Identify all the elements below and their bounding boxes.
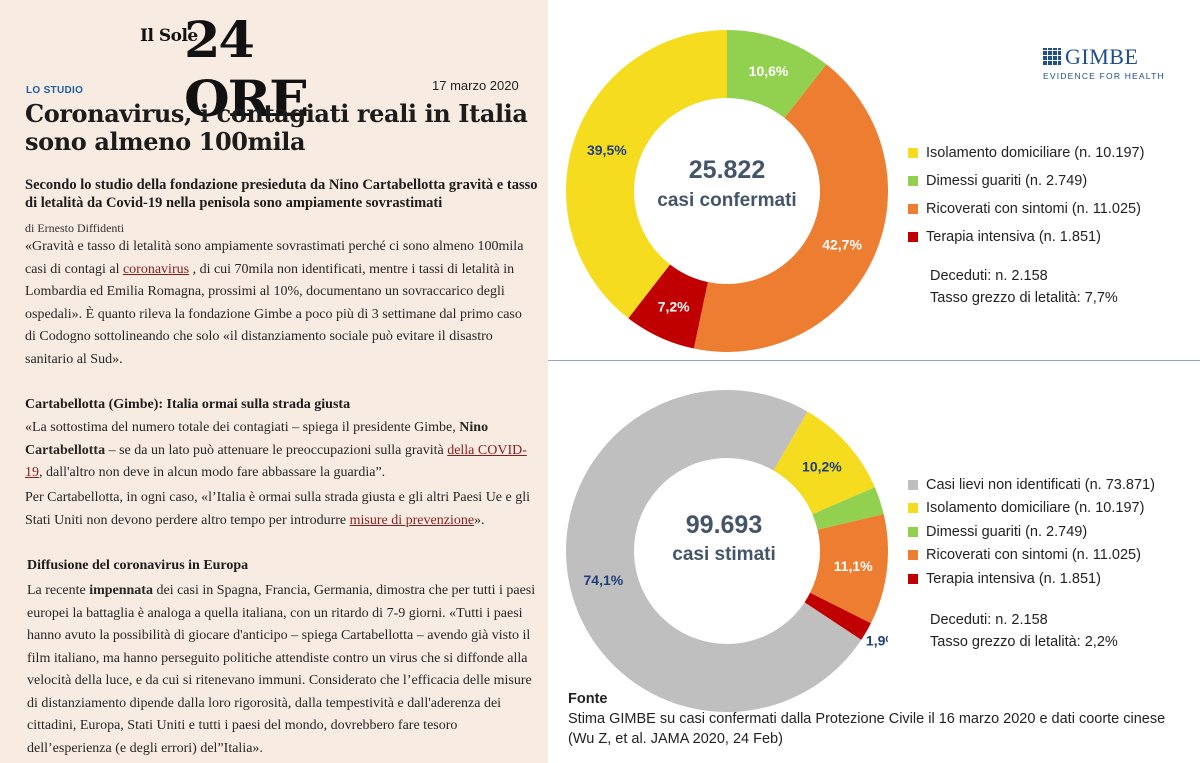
- legend-swatch: [908, 176, 918, 186]
- masthead-brand: 24 ORE: [184, 10, 309, 128]
- legend-label: Dimessi guariti (n. 2.749): [926, 173, 1088, 189]
- article-paragraph-2: «La sottostima del numero totale dei con…: [25, 420, 527, 481]
- article-subtitle: Secondo lo studio della fondazione presi…: [25, 177, 538, 211]
- donut-label-dimessi-guariti: 10,6%: [749, 63, 789, 79]
- section-divider: [548, 360, 1200, 361]
- legend-swatch: [908, 503, 918, 514]
- article-paragraph-1: «Gravità e tasso di letalità sono ampiam…: [25, 239, 524, 367]
- legend-swatch: [908, 204, 918, 214]
- article-panel: Il Sole 24 ORE LO STUDIO 17 marzo 2020 C…: [0, 0, 548, 763]
- stats-estimated: Deceduti: n. 2.158 Tasso grezzo di letali…: [930, 609, 1118, 653]
- donut-slice-isolamento-domiciliare: [773, 411, 875, 515]
- donut-chart-estimated: 10,2% 2,8% 11,1% 1,9% 74,1% 99.693 casi stim…: [566, 390, 888, 712]
- donut-slice-ricoverati-con-sintomi: [810, 514, 888, 624]
- legend-swatch: [908, 479, 918, 490]
- link-misure-di-prevenzione[interactable]: misure di prevenzione: [349, 512, 475, 528]
- legend-item-casi-lievi-non-identificati: Casi lievi non identificati (n. 73.871): [908, 473, 1155, 497]
- source-heading: Fonte: [568, 691, 608, 707]
- article-title: Coronavirus, i contagiati reali in Itali…: [25, 99, 528, 156]
- deaths-count: Deceduti: n. 2.158: [930, 268, 1048, 284]
- article-paragraph-3: Per Cartabellotta, in ogni caso, «l’Ital…: [25, 490, 531, 528]
- legend-estimated: Casi lievi non identificati (n. 73.871) I…: [908, 473, 1155, 591]
- source-note: Fonte Stima GIMBE su casi confermati dal…: [568, 689, 1188, 749]
- newspaper-masthead-logo: Il Sole 24 ORE: [140, 10, 380, 128]
- donut-label-casi-lievi-non-identificati: 74,1%: [584, 572, 624, 588]
- legend-label: Isolamento domiciliare (n. 10.197): [926, 145, 1145, 161]
- legend-label: Casi lievi non identificati (n. 73.871): [926, 476, 1155, 493]
- stats-confirmed: Deceduti: n. 2.158 Tasso grezzo di letali…: [930, 265, 1118, 309]
- donut-slice-dimessi-guariti: [727, 30, 827, 118]
- deaths-count: Deceduti: n. 2.158: [930, 612, 1048, 628]
- source-text: Stima GIMBE su casi confermati dalla Pro…: [568, 711, 1166, 747]
- donut-center-label: casi stimati: [672, 544, 776, 565]
- donut-center-value: 25.822: [689, 156, 765, 184]
- legend-confirmed: Isolamento domiciliare (n. 10.197) Dimess…: [908, 139, 1144, 251]
- section-heading-europa: Diffusione del coronavirus in Europa: [27, 558, 249, 573]
- article-paragraph-4: La recente impennata dei casi in Spagna,…: [27, 583, 536, 756]
- legend-label: Ricoverati con sintomi (n. 11.025): [926, 201, 1141, 217]
- article-date: 17 marzo 2020: [432, 78, 519, 93]
- legend-item-dimessi-guariti: Dimessi guariti (n. 2.749): [908, 167, 1144, 195]
- gimbe-logo: GIMBE EVIDENCE FOR HEALTH: [1043, 44, 1193, 86]
- infographic-panel: GIMBE EVIDENCE FOR HEALTH 10,6% 42,7% 7,2%…: [548, 0, 1200, 763]
- article-byline: di Ernesto Diffidenti: [25, 221, 125, 235]
- legend-item-ricoverati-con-sintomi: Ricoverati con sintomi (n. 11.025): [908, 195, 1144, 223]
- legend-item-terapia-intensiva: Terapia intensiva (n. 1.851): [908, 223, 1144, 251]
- donut-center-label: casi confermati: [657, 190, 796, 211]
- legend-swatch: [908, 148, 918, 158]
- legend-item-terapia-intensiva: Terapia intensiva (n. 1.851): [908, 567, 1155, 591]
- link-covid-19[interactable]: della COVID-19: [25, 442, 527, 481]
- legend-swatch: [908, 232, 918, 242]
- gimbe-logo-name: GIMBE: [1065, 44, 1139, 69]
- link-coronavirus[interactable]: coronavirus: [122, 261, 190, 277]
- section-heading-cartabellotta: Cartabellotta (Gimbe): Italia ormai sull…: [25, 397, 351, 412]
- donut-slice-isolamento-domiciliare: [566, 30, 727, 319]
- donut-center-value: 99.693: [686, 511, 762, 539]
- donut-slice-ricoverati-con-sintomi: [693, 64, 888, 352]
- lethality-rate: Tasso grezzo di letalità: 2,2%: [930, 634, 1118, 650]
- legend-swatch: [908, 550, 918, 561]
- legend-label: Terapia intensiva (n. 1.851): [926, 229, 1101, 245]
- legend-label: Isolamento domiciliare (n. 10.197): [926, 500, 1145, 517]
- legend-item-isolamento-domiciliare: Isolamento domiciliare (n. 10.197): [908, 139, 1144, 167]
- masthead-prefix: Il Sole: [140, 26, 198, 46]
- donut-slice-casi-lievi-non-identificati: [566, 390, 862, 712]
- donut-label-ricoverati-con-sintomi: 42,7%: [822, 237, 862, 253]
- legend-label: Terapia intensiva (n. 1.851): [926, 570, 1101, 587]
- legend-item-isolamento-domiciliare: Isolamento domiciliare (n. 10.197): [908, 497, 1155, 521]
- donut-slice-terapia-intensiva: [804, 592, 871, 640]
- donut-label-dimessi-guariti: 2,8%: [881, 487, 888, 503]
- donut-label-terapia-intensiva: 7,2%: [658, 298, 690, 314]
- donut-slice-dimessi-guariti: [812, 487, 884, 530]
- legend-label: Dimessi guariti (n. 2.749): [926, 523, 1088, 540]
- legend-swatch: [908, 526, 918, 537]
- legend-item-ricoverati-con-sintomi: Ricoverati con sintomi (n. 11.025): [908, 544, 1155, 568]
- legend-item-dimessi-guariti: Dimessi guariti (n. 2.749): [908, 520, 1155, 544]
- legend-label: Ricoverati con sintomi (n. 11.025): [926, 547, 1141, 564]
- donut-label-isolamento-domiciliare: 10,2%: [802, 459, 842, 475]
- lethality-rate: Tasso grezzo di letalità: 7,7%: [930, 290, 1118, 306]
- legend-swatch: [908, 573, 918, 584]
- donut-chart-confirmed: 10,6% 42,7% 7,2% 39,5% 25.822 casi conferma…: [566, 30, 888, 352]
- donut-label-isolamento-domiciliare: 39,5%: [587, 142, 627, 158]
- donut-label-ricoverati-con-sintomi: 11,1%: [834, 558, 873, 574]
- donut-slice-terapia-intensiva: [628, 264, 708, 349]
- article-kicker: LO STUDIO: [26, 85, 84, 96]
- gimbe-logo-tagline: EVIDENCE FOR HEALTH: [1043, 71, 1165, 81]
- gimbe-grid-icon: [1043, 48, 1061, 66]
- donut-label-terapia-intensiva: 1,9%: [866, 633, 888, 649]
